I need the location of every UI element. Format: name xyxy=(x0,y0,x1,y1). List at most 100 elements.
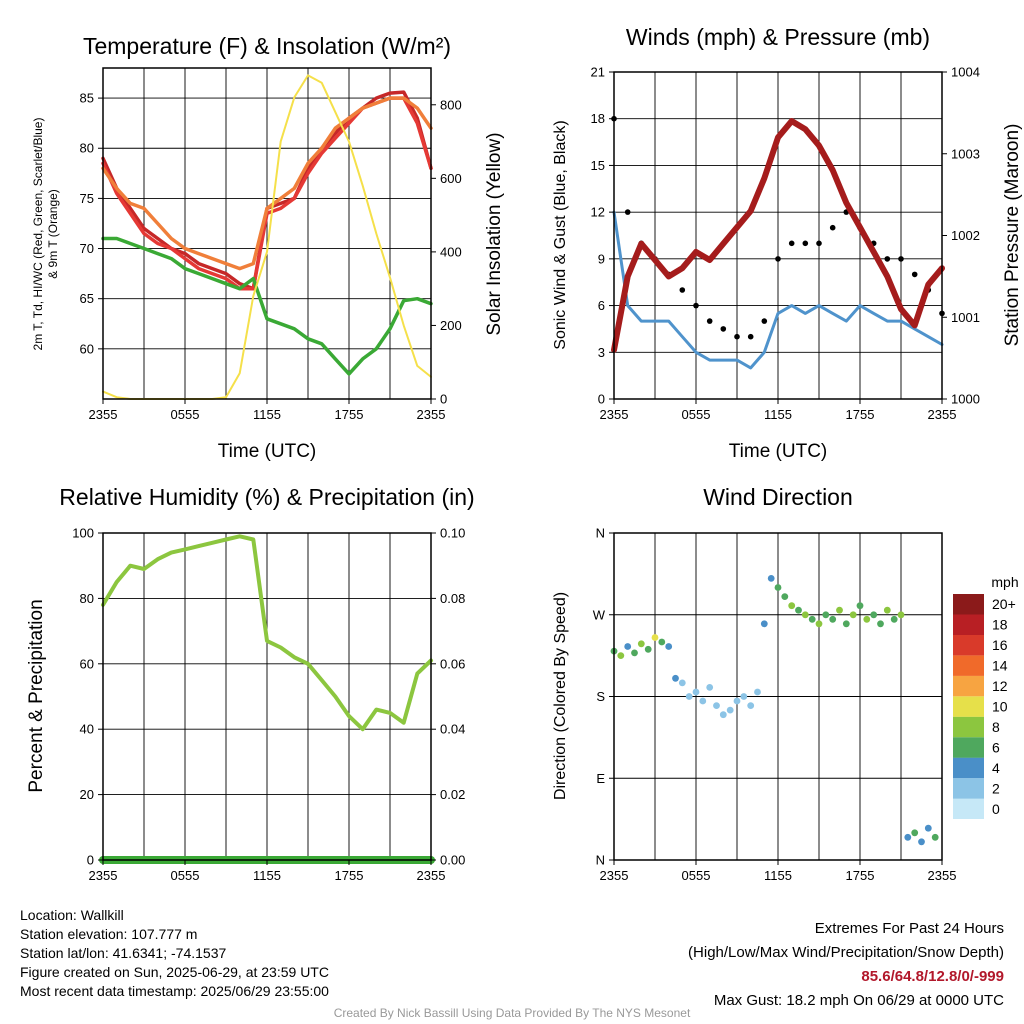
legend-title: mph xyxy=(991,574,1018,590)
legend-label: 16 xyxy=(992,637,1008,653)
wind-xtick-label: 1755 xyxy=(846,407,875,422)
wind-xtick-label: 0555 xyxy=(682,407,711,422)
direction-point xyxy=(918,838,925,846)
wind-ylabel-right: Station Pressure (Maroon) xyxy=(1002,124,1023,347)
wind-right-ytick-label: 1002 xyxy=(951,228,980,243)
legend-swatch xyxy=(953,614,984,635)
direction-point xyxy=(849,611,857,619)
gust-point xyxy=(884,256,891,262)
gust-point xyxy=(816,240,822,247)
extremes-title: Extremes For Past 24 Hours xyxy=(814,920,1004,937)
rh-xtick-label: 2355 xyxy=(417,868,446,883)
direction-point xyxy=(733,697,741,705)
station-info: Location: Wallkill Station elevation: 10… xyxy=(20,906,329,1001)
wind-xtick-label: 1155 xyxy=(764,407,792,422)
gust-point xyxy=(693,302,699,309)
rh-ylabel-left: Percent & Precipitation xyxy=(26,599,47,792)
direction-point xyxy=(706,684,714,691)
legend-label: 12 xyxy=(992,678,1008,694)
temp-right-ytick-label: 200 xyxy=(440,318,462,333)
wind-xlabel: Time (UTC) xyxy=(729,441,828,462)
wind-left-ytick-label: 3 xyxy=(598,345,605,360)
direction-point xyxy=(904,833,912,841)
dir-left-ytick-label: W xyxy=(593,607,606,622)
rh-right-ytick-label: 0.10 xyxy=(440,526,465,541)
temp-xtick-label: 2355 xyxy=(417,407,446,422)
wind-left-ytick-label: 6 xyxy=(598,298,605,313)
legend-label: 4 xyxy=(992,760,1000,776)
gust-point xyxy=(911,271,918,278)
wind-right-ytick-label: 1003 xyxy=(951,146,980,161)
dir-xtick-label: 0555 xyxy=(682,868,711,883)
direction-point xyxy=(692,688,700,696)
dir-ylabel-left: Direction (Colored By Speed) xyxy=(552,592,569,800)
dir-left-ytick-label: N xyxy=(596,526,605,541)
direction-point xyxy=(877,620,884,628)
direction-point xyxy=(870,611,878,619)
rh-left-ytick-label: 60 xyxy=(80,656,94,671)
wind-right-ytick-label: 1004 xyxy=(951,65,980,80)
temp-right-ytick-label: 600 xyxy=(440,171,462,186)
direction-point xyxy=(883,606,891,614)
legend-label: 2 xyxy=(992,780,1000,796)
dir-left-ytick-label: S xyxy=(596,689,605,704)
direction-point xyxy=(747,702,755,709)
temp-ylabel-right: Solar Insolation (Yellow) xyxy=(484,132,505,335)
direction-point xyxy=(637,640,645,648)
direction-point xyxy=(808,615,816,623)
temp-left-ytick-label: 65 xyxy=(80,291,94,306)
extremes-block: Extremes For Past 24 Hours (High/Low/Max… xyxy=(688,917,1004,1013)
legend-label: 10 xyxy=(992,699,1008,715)
rh-right-ytick-label: 0.06 xyxy=(440,656,465,671)
wind-xtick-label: 2355 xyxy=(928,407,957,422)
gust-point xyxy=(761,318,768,324)
direction-point xyxy=(822,611,830,619)
temp-xtick-label: 0555 xyxy=(171,407,200,422)
direction-point xyxy=(931,833,939,841)
direction-point xyxy=(836,606,843,614)
temp-left-ytick-label: 60 xyxy=(80,341,94,356)
direction-point xyxy=(760,620,768,628)
rh-right-ytick-label: 0.02 xyxy=(440,787,465,802)
wind-left-ytick-label: 0 xyxy=(598,392,605,407)
temp-series-3 xyxy=(101,236,433,376)
rh-left-ytick-label: 80 xyxy=(80,591,94,606)
legend-swatch xyxy=(953,696,984,717)
wind-xtick-label: 2355 xyxy=(600,407,629,422)
wind-left-ytick-label: 12 xyxy=(591,205,605,220)
gust-point xyxy=(679,287,686,293)
direction-point xyxy=(781,593,789,600)
gust-point xyxy=(624,209,631,215)
direction-point xyxy=(617,652,625,659)
temp-right-ytick-label: 400 xyxy=(440,244,462,259)
temp-xlabel: Time (UTC) xyxy=(218,441,317,462)
legend-swatch xyxy=(953,737,984,758)
temp-left-ytick-label: 70 xyxy=(80,241,94,256)
direction-point xyxy=(842,620,850,628)
dir-xtick-label: 2355 xyxy=(600,868,629,883)
rh-right-ytick-label: 0.04 xyxy=(440,722,465,737)
temp-left-ytick-label: 80 xyxy=(80,141,94,156)
legend-swatch xyxy=(953,594,984,615)
wind-ylabel-left: Sonic Wind & Gust (Blue, Black) xyxy=(552,120,569,349)
gust-point xyxy=(734,333,740,340)
legend-swatch xyxy=(953,757,984,779)
dir-title: Wind Direction xyxy=(703,484,853,510)
direction-point xyxy=(651,634,659,641)
legend-swatch xyxy=(953,655,984,676)
temp-series-2 xyxy=(101,96,433,271)
legend-swatch xyxy=(953,798,984,819)
direction-point xyxy=(890,615,898,623)
dir-xtick-label: 1755 xyxy=(846,868,875,883)
direction-point xyxy=(740,693,748,700)
rh-xtick-label: 0555 xyxy=(171,868,200,883)
rh-right-ytick-label: 0.08 xyxy=(440,591,465,606)
station-elevation: Station elevation: 107.777 m xyxy=(20,926,198,942)
direction-point xyxy=(726,706,734,714)
temp-title: Temperature (F) & Insolation (W/m²) xyxy=(83,33,451,59)
rh-left-ytick-label: 100 xyxy=(72,526,94,541)
temp-xtick-label: 1755 xyxy=(335,407,364,422)
rh-xtick-label: 1755 xyxy=(335,868,364,883)
wind-left-ytick-label: 21 xyxy=(591,65,605,80)
